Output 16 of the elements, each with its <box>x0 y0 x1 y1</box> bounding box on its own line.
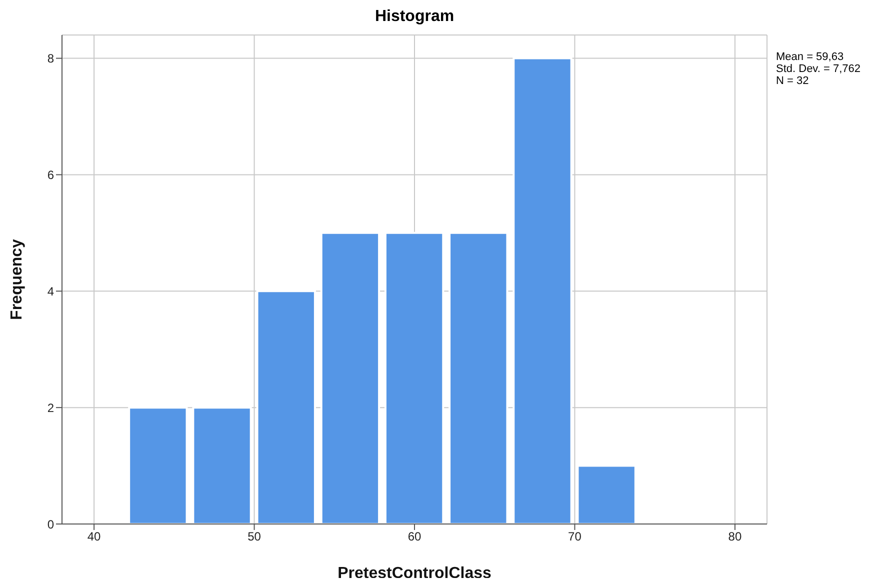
x-axis-title: PretestControlClass <box>338 565 492 582</box>
x-tick-label: 50 <box>248 530 262 544</box>
y-axis-title: Frequency <box>8 238 26 320</box>
y-tick-label: 2 <box>47 400 54 415</box>
y-tick-label: 4 <box>47 284 54 298</box>
y-tick-label: 6 <box>47 168 54 182</box>
y-tick-label: 8 <box>47 52 54 66</box>
text: Std. Dev. = 7,762 <box>776 63 860 75</box>
text: Mean = 59,63 <box>776 51 845 63</box>
x-tick-label: 60 <box>408 530 422 544</box>
x-tick-label: 40 <box>87 530 102 544</box>
x-tick-label: 80 <box>728 530 742 544</box>
text: N = 32 <box>776 75 810 87</box>
y-tick-label: 0 <box>47 517 54 532</box>
x-tick-label: 70 <box>568 530 582 544</box>
chart-title: Histogram <box>374 8 456 26</box>
